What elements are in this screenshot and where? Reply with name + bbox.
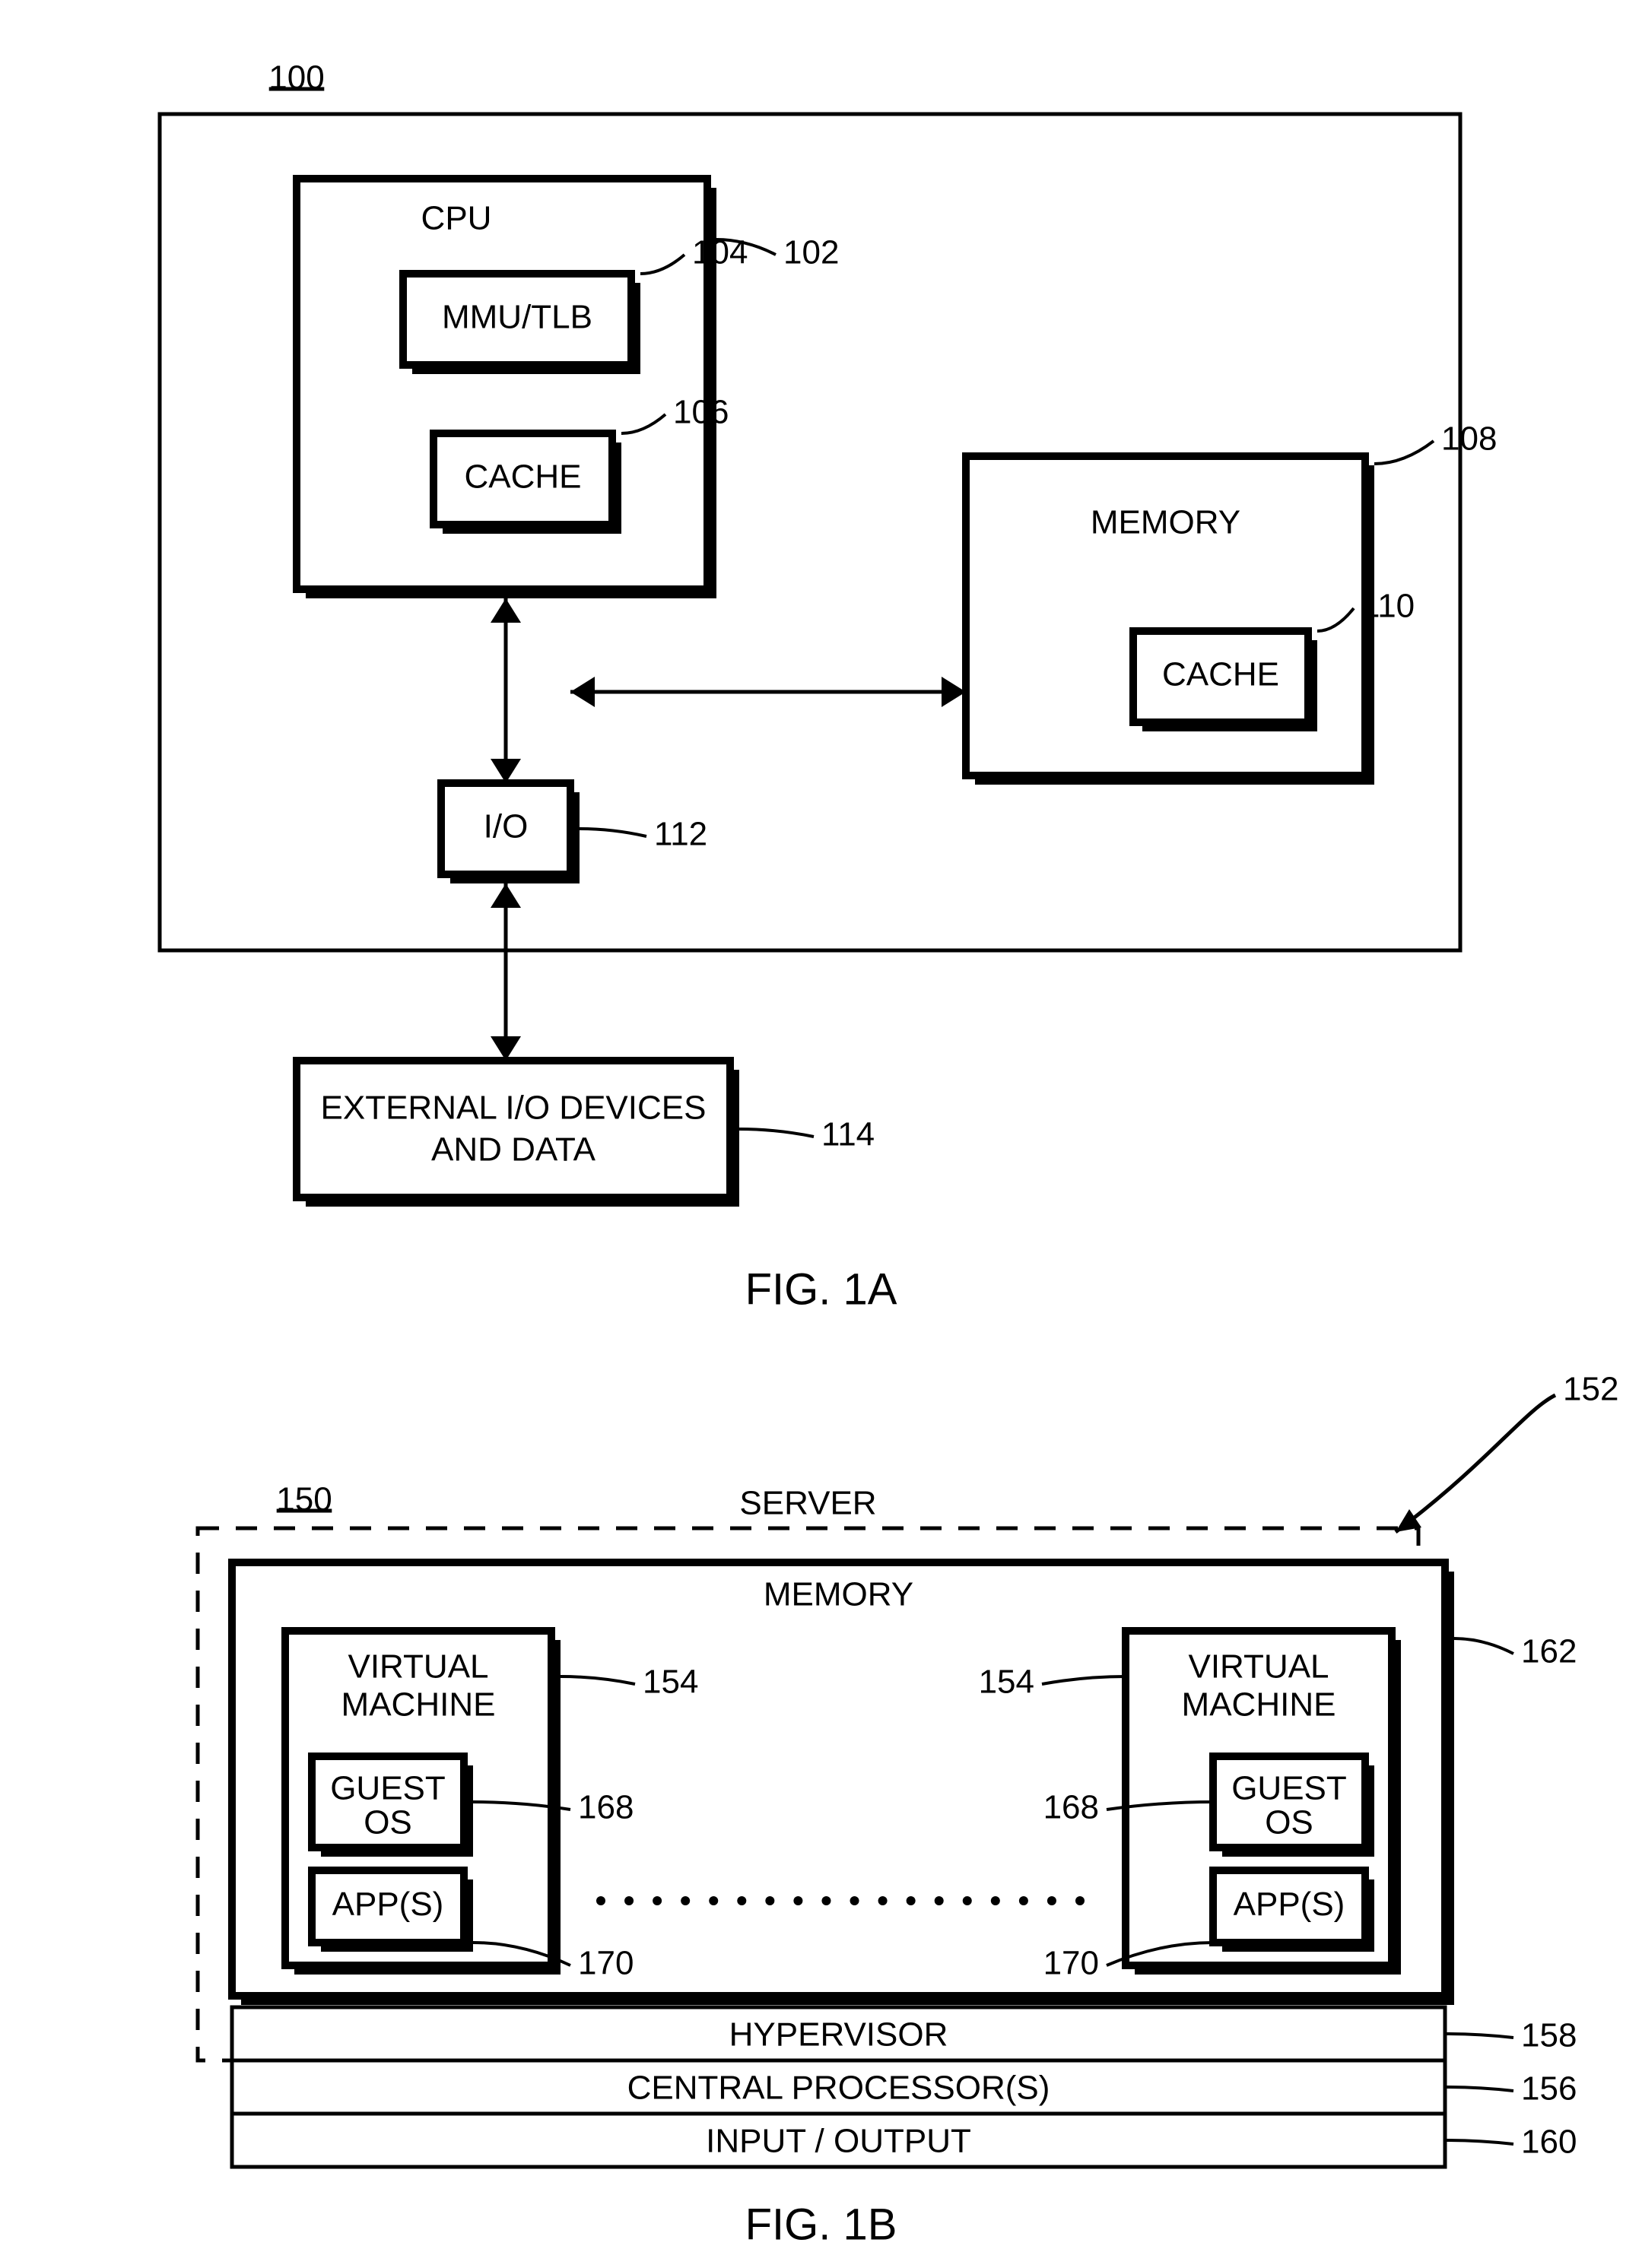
ellipsis-dot	[821, 1896, 831, 1905]
ellipsis-dot	[907, 1896, 916, 1905]
ext-io-line1: EXTERNAL I/O DEVICES	[321, 1090, 707, 1127]
hypervisor-ref: 158	[1521, 2017, 1577, 2054]
ellipsis-dot	[878, 1896, 888, 1905]
ellipsis-dot	[1075, 1896, 1085, 1905]
vm-right-ref: 154	[979, 1664, 1034, 1701]
guest-left-ref: 168	[578, 1789, 634, 1826]
cpu-title: CPU	[421, 200, 492, 237]
server-ref-leader	[1396, 1395, 1555, 1532]
ellipsis-dot	[963, 1896, 972, 1905]
guest-right-ref: 168	[1043, 1789, 1099, 1826]
cpu-ref: 156	[1521, 2070, 1577, 2108]
vm-right-t1: VIRTUAL	[1188, 1648, 1329, 1686]
io-label: INPUT / OUTPUT	[706, 2123, 971, 2160]
io-ref: 112	[654, 816, 707, 853]
ellipsis-dot	[624, 1896, 634, 1905]
ellipsis-dot	[681, 1896, 690, 1905]
apps-right-label: APP(S)	[1234, 1886, 1345, 1923]
vm-right-t2: MACHINE	[1182, 1686, 1336, 1724]
fig1b-caption: FIG. 1B	[745, 2200, 897, 2249]
hypervisor-label: HYPERVISOR	[729, 2016, 948, 2054]
ext-io-line2: AND DATA	[431, 1131, 596, 1169]
guest-left-l1: GUEST	[330, 1770, 446, 1807]
memory-panel-ref: 162	[1521, 1633, 1577, 1670]
ext-io-ref-leader	[739, 1129, 814, 1137]
cpu-ref-leader	[1445, 2087, 1513, 2091]
memory-ref: 108	[1441, 420, 1497, 458]
cache-ref: 106	[673, 394, 729, 431]
memory-panel-ref-leader	[1454, 1638, 1513, 1654]
memory-panel-title: MEMORY	[764, 1576, 913, 1613]
hypervisor-ref-leader	[1445, 2034, 1513, 2038]
vm-left-t2: MACHINE	[341, 1686, 496, 1724]
ellipsis-dot	[765, 1896, 774, 1905]
guest-left-l2: OS	[364, 1804, 412, 1841]
io-ref: 160	[1521, 2124, 1577, 2161]
vm-left-t1: VIRTUAL	[348, 1648, 488, 1686]
server-title: SERVER	[739, 1485, 876, 1522]
apps-left-label: APP(S)	[332, 1886, 444, 1923]
ellipsis-dot	[653, 1896, 662, 1905]
ellipsis-dot	[1019, 1896, 1028, 1905]
apps-left-ref: 170	[578, 1945, 634, 1982]
memory-title: MEMORY	[1091, 504, 1240, 541]
cpu-label: CENTRAL PROCESSOR(S)	[627, 2070, 1050, 2107]
ellipsis-dot	[935, 1896, 944, 1905]
io-ref-leader	[1445, 2140, 1513, 2144]
ellipsis-dot	[596, 1896, 605, 1905]
server-ref: 152	[1563, 1371, 1618, 1408]
memory-cache-label: CACHE	[1162, 656, 1279, 693]
ext-io-box	[297, 1061, 730, 1197]
vm-left-ref: 154	[643, 1664, 698, 1701]
memory-cache-ref: 110	[1361, 588, 1415, 625]
io-label: I/O	[484, 808, 529, 845]
ellipsis-dot	[1047, 1896, 1056, 1905]
ext-io-ref: 114	[821, 1116, 875, 1153]
guest-right-l1: GUEST	[1231, 1770, 1347, 1807]
fig1a-caption: FIG. 1A	[745, 1264, 897, 1314]
mmu-label: MMU/TLB	[442, 299, 592, 336]
ellipsis-dot	[991, 1896, 1000, 1905]
cpu-ref: 102	[783, 234, 839, 271]
ellipsis-dot	[737, 1896, 746, 1905]
ellipsis-dot	[850, 1896, 859, 1905]
ellipsis-dot	[793, 1896, 802, 1905]
apps-right-ref: 170	[1043, 1945, 1099, 1982]
guest-right-l2: OS	[1265, 1804, 1313, 1841]
cache-label: CACHE	[464, 458, 581, 496]
ellipsis-dot	[709, 1896, 718, 1905]
mmu-ref: 104	[692, 234, 748, 271]
